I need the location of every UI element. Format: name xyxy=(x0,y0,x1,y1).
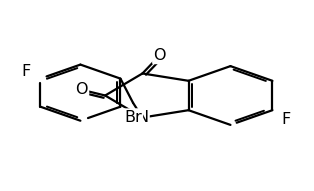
Text: O: O xyxy=(75,82,88,97)
Text: Br: Br xyxy=(124,110,142,125)
Text: F: F xyxy=(281,112,290,127)
Text: F: F xyxy=(22,64,31,79)
Text: O: O xyxy=(154,48,166,63)
Text: N: N xyxy=(136,110,149,125)
